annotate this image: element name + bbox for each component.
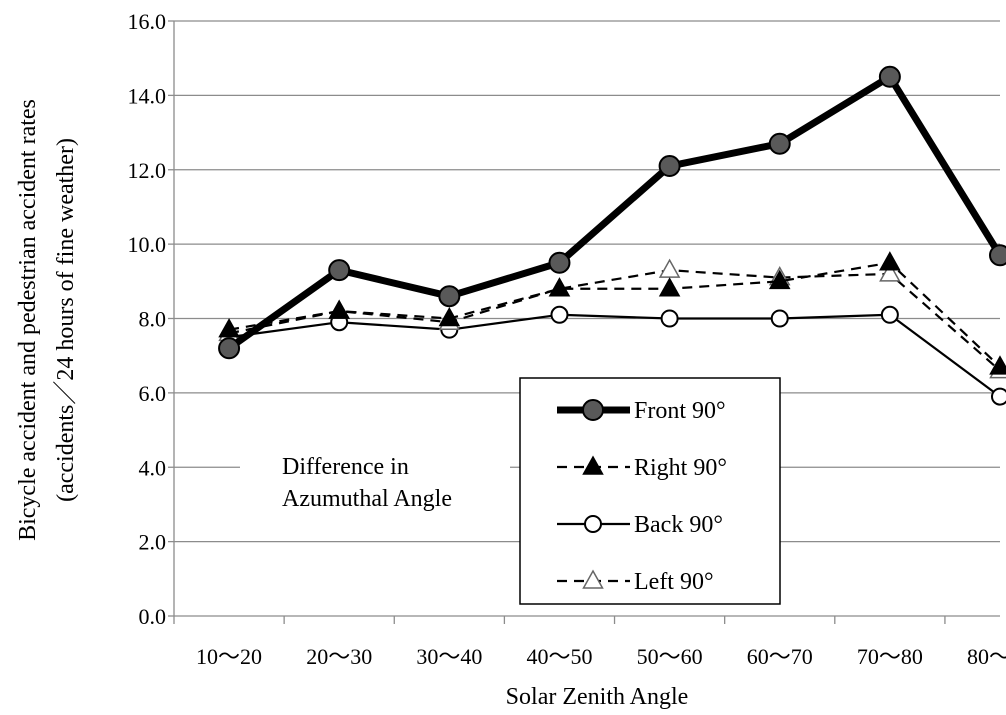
data-point xyxy=(878,65,901,88)
series-line xyxy=(228,261,1001,368)
data-point xyxy=(880,305,899,324)
series-line xyxy=(227,73,1003,352)
x-tick-label: 30～40 xyxy=(416,644,482,669)
legend: Front 90° Right 90° Back 90° Left 90° xyxy=(519,377,781,605)
x-tick-label: 70～80 xyxy=(857,644,923,669)
data-point xyxy=(438,285,461,308)
data-point xyxy=(989,355,1006,375)
legend-marker xyxy=(584,515,602,533)
y-tick-labels: 0.0 2.0 4.0 6.0 8.0 10.0 12.0 14.0 16.0 xyxy=(128,9,167,629)
data-point xyxy=(548,277,571,297)
x-axis-label: Solar Zenith Angle xyxy=(506,684,689,710)
series-front-90 xyxy=(218,65,1006,360)
y-tick-label: 16.0 xyxy=(128,9,167,34)
data-point xyxy=(660,309,679,328)
y-tick-label: 8.0 xyxy=(139,307,167,332)
data-point xyxy=(658,155,681,178)
legend-item: Front 90° xyxy=(557,398,726,424)
y-tick-label: 2.0 xyxy=(139,530,167,555)
legend-label: Back 90° xyxy=(634,512,723,538)
series-line xyxy=(228,313,1001,398)
y-tick-label: 10.0 xyxy=(128,232,167,257)
x-tick-labels: 10～20 20～30 30～40 40～50 50～60 60～70 70～80 80～90 xyxy=(196,644,1006,669)
y-axis-label: Bicycle accident and pedestrian accident… xyxy=(15,99,79,541)
x-tick-label: 50～60 xyxy=(637,644,703,669)
y-axis-label-line-2: (accidents／24 hours of fine weather) xyxy=(53,138,79,502)
x-tick-label: 60～70 xyxy=(747,644,813,669)
legend-item: Left 90° xyxy=(557,569,714,595)
data-point xyxy=(770,309,789,328)
data-point xyxy=(548,251,571,274)
data-point xyxy=(438,306,461,327)
legend-marker xyxy=(582,569,604,589)
legend-marker xyxy=(582,455,604,475)
data-point xyxy=(879,251,901,271)
legend-title-line-2: Azumuthal Angle xyxy=(282,486,452,512)
y-tick-label: 0.0 xyxy=(139,604,167,629)
x-tick-label: 80～90 xyxy=(967,644,1006,669)
y-tick-label: 12.0 xyxy=(128,158,167,183)
data-point xyxy=(989,244,1006,267)
y-tick-label: 6.0 xyxy=(139,381,167,406)
data-point xyxy=(658,258,681,278)
x-tick-label: 20～30 xyxy=(306,644,372,669)
legend-label: Right 90° xyxy=(634,455,727,481)
data-point xyxy=(328,299,350,319)
legend-item: Back 90° xyxy=(557,512,723,538)
series-line xyxy=(228,269,1001,372)
data-point xyxy=(218,337,241,360)
data-point xyxy=(768,132,791,155)
data-point xyxy=(768,269,791,290)
legend-label: Left 90° xyxy=(634,569,714,595)
legend-item: Right 90° xyxy=(557,455,727,481)
x-tick-label: 10～20 xyxy=(196,644,262,669)
axes xyxy=(168,20,1000,624)
data-point xyxy=(328,259,351,282)
y-tick-label: 4.0 xyxy=(139,455,167,480)
data-point xyxy=(218,318,240,338)
y-tick-label: 14.0 xyxy=(128,83,167,108)
x-tick-label: 40～50 xyxy=(526,644,592,669)
series-right-90 xyxy=(218,251,1006,375)
legend-label: Front 90° xyxy=(634,398,726,424)
data-point xyxy=(550,305,569,324)
legend-marker xyxy=(582,399,604,421)
legend-title: Difference in Azumuthal Angle xyxy=(240,448,510,528)
legend-title-line-1: Difference in xyxy=(282,454,409,480)
data-point xyxy=(991,387,1006,406)
series-group xyxy=(218,65,1006,406)
data-point xyxy=(879,262,901,282)
y-axis-label-line-1: Bicycle accident and pedestrian accident… xyxy=(15,99,41,541)
data-point xyxy=(658,277,681,297)
